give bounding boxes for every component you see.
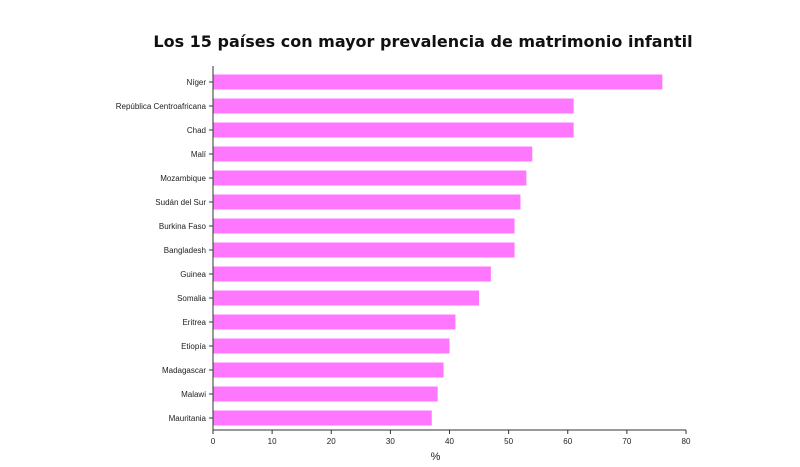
x-tick-label: 30 bbox=[386, 437, 395, 446]
bar bbox=[213, 98, 574, 114]
bar bbox=[213, 194, 521, 210]
y-tick-label: Etiopía bbox=[181, 342, 206, 351]
y-tick-label: Eritrea bbox=[182, 318, 206, 327]
bar bbox=[213, 362, 444, 378]
bar bbox=[213, 410, 432, 426]
bar bbox=[213, 122, 574, 138]
bar bbox=[213, 218, 515, 234]
y-tick-label: Sudán del Sur bbox=[155, 198, 206, 207]
bar bbox=[213, 338, 450, 354]
y-axis-labels: Níger República Centroafricana Chad Malí Moz… bbox=[116, 78, 213, 423]
y-tick-label: Guinea bbox=[180, 270, 206, 279]
x-tick-label: 80 bbox=[682, 437, 691, 446]
x-axis: 0 10 20 30 40 50 60 70 80 bbox=[211, 429, 691, 446]
bar bbox=[213, 314, 456, 330]
y-tick-label: Níger bbox=[186, 78, 206, 87]
y-tick-label: República Centroafricana bbox=[116, 102, 207, 111]
bar bbox=[213, 146, 533, 162]
y-tick-label: Madagascar bbox=[162, 366, 206, 375]
bar bbox=[213, 290, 480, 306]
x-tick-label: 10 bbox=[268, 437, 277, 446]
x-tick-label: 0 bbox=[211, 437, 216, 446]
y-tick-label: Mozambique bbox=[160, 174, 206, 183]
y-tick-label: Bangladesh bbox=[164, 246, 206, 255]
bar bbox=[213, 242, 515, 258]
x-tick-label: 60 bbox=[563, 437, 572, 446]
x-axis-title: % bbox=[431, 451, 441, 463]
bar bbox=[213, 266, 491, 282]
chart-title: Los 15 países con mayor prevalencia de m… bbox=[153, 32, 693, 51]
y-tick-label: Burkina Faso bbox=[159, 222, 207, 231]
x-tick-label: 50 bbox=[504, 437, 513, 446]
y-tick-label: Malawi bbox=[181, 390, 206, 399]
x-tick-label: 20 bbox=[327, 437, 336, 446]
y-tick-label: Chad bbox=[187, 126, 206, 135]
y-tick-label: Malí bbox=[191, 150, 207, 159]
bar bbox=[213, 386, 438, 402]
x-tick-label: 40 bbox=[445, 437, 454, 446]
x-tick-label: 70 bbox=[622, 437, 631, 446]
bars-group bbox=[213, 74, 663, 426]
y-tick-label: Somalia bbox=[177, 294, 206, 303]
y-tick-label: Mauritania bbox=[169, 414, 207, 423]
bar bbox=[213, 170, 527, 186]
bar bbox=[213, 74, 663, 90]
